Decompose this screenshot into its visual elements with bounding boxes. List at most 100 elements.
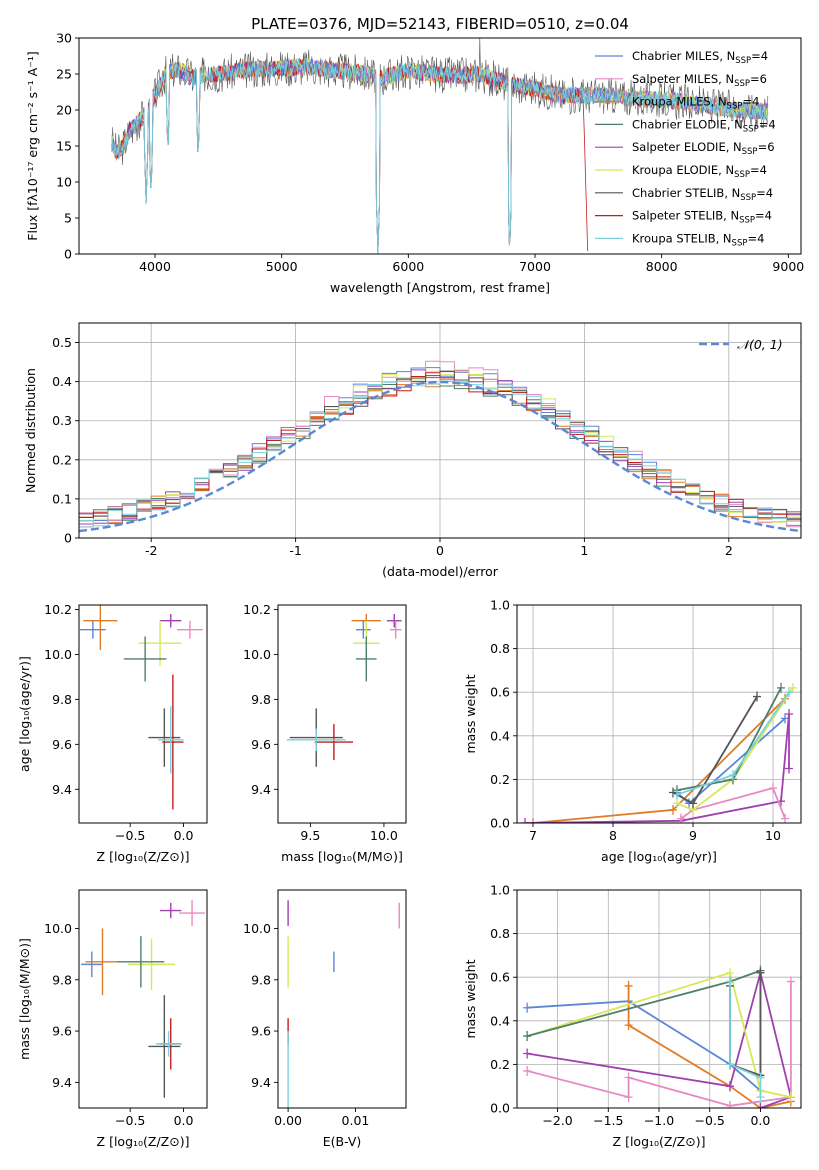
y-tick-label: 9.4	[251, 782, 271, 797]
x-tick-label: -1	[289, 543, 301, 558]
y-tick-label: 10.0	[44, 921, 72, 936]
errorbar-point	[177, 620, 203, 639]
errorbar-point	[386, 613, 402, 628]
legend-entry: 𝒩(0, 1)	[737, 337, 783, 352]
y-axis-label: mass weight	[463, 959, 478, 1038]
legend-sub: SSP	[734, 170, 750, 180]
legend-suffix: =4	[756, 186, 773, 200]
y-tick-label: 10	[56, 175, 72, 190]
legend-label: Chabrier ELODIE, N	[632, 117, 743, 131]
errorbar-point	[148, 708, 181, 767]
x-tick-label: 0.01	[342, 1113, 370, 1128]
errorbar-point	[81, 951, 103, 978]
errorbar-point	[155, 1031, 182, 1057]
x-tick-label: −1.5	[593, 1113, 623, 1128]
plot-area	[111, 38, 769, 254]
plot-area	[287, 900, 400, 1108]
weight-line-kroupa-stelib	[729, 981, 762, 1098]
y-tick-label: 0.2	[490, 1057, 510, 1072]
errorbar-point	[355, 620, 371, 639]
y-tick-label: 20	[56, 103, 72, 118]
weight-marker	[669, 804, 677, 815]
y-tick-label: 9.6	[52, 737, 72, 752]
weight-marker	[529, 818, 537, 823]
legend-entry: Kroupa STELIB, NSSP=4	[632, 231, 764, 248]
y-tick-label: 9.4	[52, 1075, 72, 1090]
x-tick-label: −2.0	[542, 1113, 572, 1128]
spectrum-panel: 4000 5000 6000 7000 8000 9000 0 5 10 15 20 25 30 wave…	[25, 15, 804, 295]
x-tick-label: 7000	[519, 259, 551, 274]
y-tick-label: 0.2	[490, 772, 510, 787]
y-tick-label: 9.6	[251, 1024, 271, 1039]
x-tick-label: 0.00	[274, 1113, 302, 1128]
weight-marker	[726, 967, 734, 978]
legend-sub: SSP	[739, 216, 755, 226]
weight-line-chabrier-miles	[527, 1000, 761, 1092]
weight-line-salpeter-miles	[680, 787, 786, 820]
weight-marker	[785, 763, 793, 774]
x-axis-label: (data-model)/error	[382, 564, 499, 579]
plot-area	[81, 900, 205, 1098]
errorbar-point	[148, 995, 181, 1098]
legend-entry: Kroupa MILES, NSSP=4	[632, 95, 759, 112]
weight-marker	[756, 1092, 765, 1103]
errorbar-point	[160, 613, 182, 628]
legend-label: Chabrier STELIB, N	[632, 186, 740, 200]
x-axis-label: mass [log₁₀(M/M⊙)]	[281, 849, 403, 864]
x-tick-label: −1.0	[644, 1113, 674, 1128]
weight-marker	[669, 787, 677, 798]
y-tick-label: 15	[56, 139, 72, 154]
legend-suffix: =4	[751, 49, 768, 63]
mass-vs-metallicity-panel: −0.5 0.0 9.4 9.6 9.8 10.0 Z [log₁₀(Z/Z⊙)] mass …	[17, 889, 208, 1149]
legend-sub: SSP	[740, 193, 756, 203]
y-tick-label: 9.8	[52, 692, 72, 707]
y-tick-label: 9.8	[251, 692, 271, 707]
x-axis-label: Z [log₁₀(Z/Z⊙)]	[613, 1134, 706, 1149]
errorbar-point	[162, 674, 184, 810]
errorbar-point	[314, 724, 354, 761]
legend-sub: SSP	[742, 147, 758, 157]
y-tick-label: 0.4	[490, 1013, 510, 1028]
legend-entry: Kroupa ELODIE, NSSP=4	[632, 163, 767, 180]
y-tick-label: 0	[64, 531, 72, 546]
errorbar-point	[83, 605, 118, 650]
x-tick-label: 1	[580, 543, 588, 558]
y-tick-label: 0.4	[52, 374, 72, 389]
legend-sub: SSP	[734, 79, 750, 89]
weight-marker	[756, 1072, 765, 1083]
x-tick-label: 0.0	[174, 1113, 194, 1128]
x-axis-label: Z [log₁₀(Z/Z⊙)]	[97, 849, 190, 864]
errorbar-point	[179, 900, 205, 926]
y-tick-label: 1.0	[490, 598, 510, 613]
legend-entry: Salpeter STELIB, NSSP=4	[632, 209, 772, 226]
legend-suffix: =4	[750, 163, 767, 177]
errorbar-point	[389, 620, 402, 639]
x-axis-label: E(B-V)	[323, 1134, 362, 1149]
legend-label: Chabrier MILES, N	[632, 49, 735, 63]
y-axis-label: mass weight	[463, 674, 478, 753]
x-tick-label: 0.0	[174, 828, 194, 843]
legend-entry: Salpeter ELODIE, NSSP=6	[632, 140, 775, 157]
y-tick-label: 0.3	[52, 413, 72, 428]
weight-marker	[624, 1020, 633, 1031]
errorbar-point	[85, 928, 120, 996]
y-tick-label: 0.2	[52, 452, 72, 467]
weight-vs-metallicity-panel: −2.0 −1.5 −1.0 −0.5 0.0 0.0 0.2 0.4 0.6 0.8 1.0 Z […	[463, 883, 802, 1149]
x-axis-label: wavelength [Angstrom, rest frame]	[330, 280, 550, 295]
legend-suffix: =4	[742, 95, 759, 109]
x-tick-label: 0	[436, 543, 444, 558]
weight-marker	[523, 1002, 532, 1013]
weight-marker	[673, 789, 681, 800]
axes-frame	[78, 889, 208, 1109]
weight-marker	[624, 1072, 633, 1083]
y-tick-label: 1.0	[490, 883, 510, 898]
x-tick-label: 4000	[139, 259, 171, 274]
weight-line-kroupa-miles	[532, 698, 786, 823]
errorbar-point	[123, 636, 167, 682]
x-axis-label: age [log₁₀(age/yr)]	[601, 849, 717, 864]
weight-marker	[777, 682, 785, 693]
weight-marker	[523, 1065, 532, 1076]
weight-marker	[624, 1092, 633, 1103]
y-tick-label: 9.4	[52, 782, 72, 797]
legend-entry: Salpeter MILES, NSSP=6	[632, 72, 767, 89]
